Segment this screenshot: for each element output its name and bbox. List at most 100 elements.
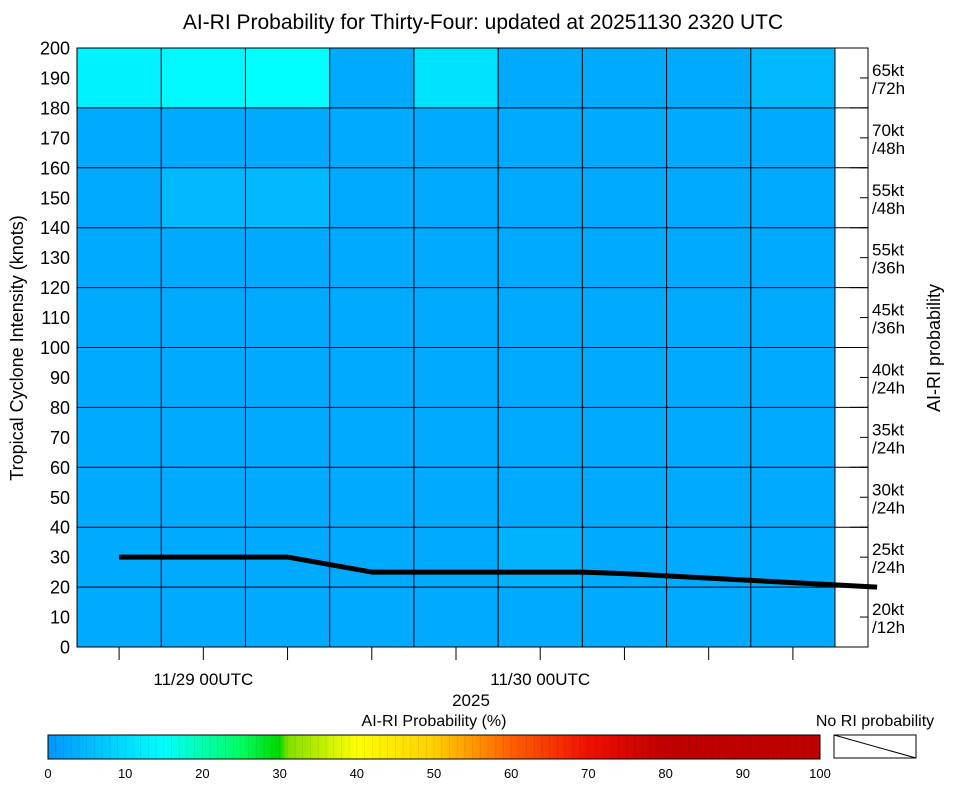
y-tick-label: 200 xyxy=(40,39,70,59)
heatmap-cell xyxy=(245,587,330,647)
heatmap-cell xyxy=(413,107,499,168)
heatmap-cell xyxy=(77,467,162,528)
heatmap-cell xyxy=(329,287,414,348)
y-tick-label: 70 xyxy=(50,428,70,448)
right-label-intensity: 55kt xyxy=(872,181,904,200)
y-tick-label: 130 xyxy=(40,248,70,268)
y-tick-label: 10 xyxy=(50,608,70,628)
colorbar-tick-label: 80 xyxy=(658,766,672,781)
heatmap-cell xyxy=(666,407,751,468)
y-tick-label: 100 xyxy=(40,338,70,358)
heatmap-cell xyxy=(245,167,330,228)
y-tick-label: 30 xyxy=(50,548,70,568)
heatmap-cell xyxy=(582,107,667,168)
colorbar-tick-label: 100 xyxy=(809,766,831,781)
heatmap-cell xyxy=(161,167,246,228)
y-tick-label: 90 xyxy=(50,368,70,388)
heatmap-cell xyxy=(750,167,835,228)
no-ri-legend-box xyxy=(833,734,917,759)
heatmap-cell xyxy=(77,347,162,408)
right-label-intensity: 55kt xyxy=(872,241,904,260)
heatmap-cell xyxy=(666,107,751,168)
y-tick-label: 60 xyxy=(50,458,70,478)
y-tick-label: 120 xyxy=(40,278,70,298)
heatmap-cell xyxy=(750,107,835,168)
heatmap-cell xyxy=(413,48,499,108)
heatmap-cell xyxy=(161,227,246,288)
heatmap-cell xyxy=(413,287,499,348)
heatmap-cell xyxy=(329,587,414,647)
y-tick-label: 40 xyxy=(50,518,70,538)
right-label-period: /36h xyxy=(872,259,905,278)
heatmap-cell xyxy=(413,407,499,468)
right-label-intensity: 65kt xyxy=(872,61,904,80)
right-label-intensity: 70kt xyxy=(872,121,904,140)
heatmap-cell xyxy=(329,527,414,588)
heatmap-cell xyxy=(498,227,583,288)
y-tick-labels: 0 10 20 30 40 50 60 70 80 90 100 110 120 130 140 150 160… xyxy=(40,39,70,658)
y-tick-label: 20 xyxy=(50,578,70,598)
heatmap-cell xyxy=(77,167,162,228)
heatmap-cell xyxy=(498,167,583,228)
heatmap-cell xyxy=(413,587,499,647)
heatmap-cell xyxy=(245,107,330,168)
right-label-period: /24h xyxy=(872,558,905,577)
right-threshold-labels: 65kt/72h70kt/48h55kt/48h55kt/36h45kt/36h… xyxy=(872,61,905,637)
y-tick-label: 110 xyxy=(41,308,70,328)
heatmap-cell xyxy=(582,527,667,588)
colorbar-tick-label: 70 xyxy=(581,766,595,781)
chart-axes xyxy=(76,47,869,660)
colorbar-tick-label: 40 xyxy=(350,766,364,781)
y-tick-label: 160 xyxy=(40,158,70,178)
heatmap-cell xyxy=(666,467,751,528)
heatmap-cell xyxy=(582,167,667,228)
y-axis-label: Tropical Cyclone Intensity (knots) xyxy=(7,215,27,480)
heatmap-cell xyxy=(750,527,835,588)
x-tick-labels: 11/29 00UTC 11/30 00UTC xyxy=(153,670,590,689)
heatmap-cell xyxy=(498,407,583,468)
heatmap-cell xyxy=(413,227,499,288)
x-tick-label: 11/29 00UTC xyxy=(153,670,253,689)
colorbar-label: AI-RI Probability (%) xyxy=(362,713,507,730)
colorbar-tick-label: 10 xyxy=(118,766,132,781)
heatmap-cell xyxy=(582,227,667,288)
right-label-period: /24h xyxy=(872,438,905,457)
heatmap-cell xyxy=(750,227,835,288)
colorbar-gradient xyxy=(48,735,820,759)
heatmap-cell xyxy=(245,467,330,528)
y-tick-label: 0 xyxy=(60,638,70,658)
heatmap-cell xyxy=(77,407,162,468)
right-label-intensity: 35kt xyxy=(872,420,904,439)
heatmap-cell xyxy=(245,227,330,288)
heatmap-cell xyxy=(750,287,835,348)
heatmap-cell xyxy=(750,407,835,468)
right-label-intensity: 25kt xyxy=(872,540,904,559)
y-tick-label: 180 xyxy=(40,98,70,118)
right-label-intensity: 20kt xyxy=(872,600,904,619)
heatmap-cell xyxy=(161,407,246,468)
heatmap-cell xyxy=(750,347,835,408)
heatmap-cell xyxy=(245,48,330,108)
colorbar-tick-label: 60 xyxy=(504,766,518,781)
heatmap-cell xyxy=(582,467,667,528)
y-tick-label: 150 xyxy=(40,188,70,208)
heatmap-cell xyxy=(77,48,162,108)
right-label-intensity: 30kt xyxy=(872,480,904,499)
heatmap-grid xyxy=(77,48,868,647)
heatmap-cell xyxy=(245,347,330,408)
heatmap-cell xyxy=(666,167,751,228)
heatmap-cell xyxy=(329,467,414,528)
right-label-period: /48h xyxy=(872,199,905,218)
heatmap-cell xyxy=(161,467,246,528)
heatmap-cell xyxy=(161,347,246,408)
colorbar-frame xyxy=(47,734,821,760)
colorbar-tick-label: 0 xyxy=(44,766,51,781)
chart-title: AI-RI Probability for Thirty-Four: updat… xyxy=(183,11,783,34)
no-ri-swatch-diagonal xyxy=(833,734,917,759)
x-tick-label: 11/30 00UTC xyxy=(490,670,590,689)
heatmap-cell xyxy=(329,347,414,408)
heatmap-cell xyxy=(329,167,414,228)
intensity-series xyxy=(119,554,878,590)
heatmap-cell xyxy=(329,107,414,168)
